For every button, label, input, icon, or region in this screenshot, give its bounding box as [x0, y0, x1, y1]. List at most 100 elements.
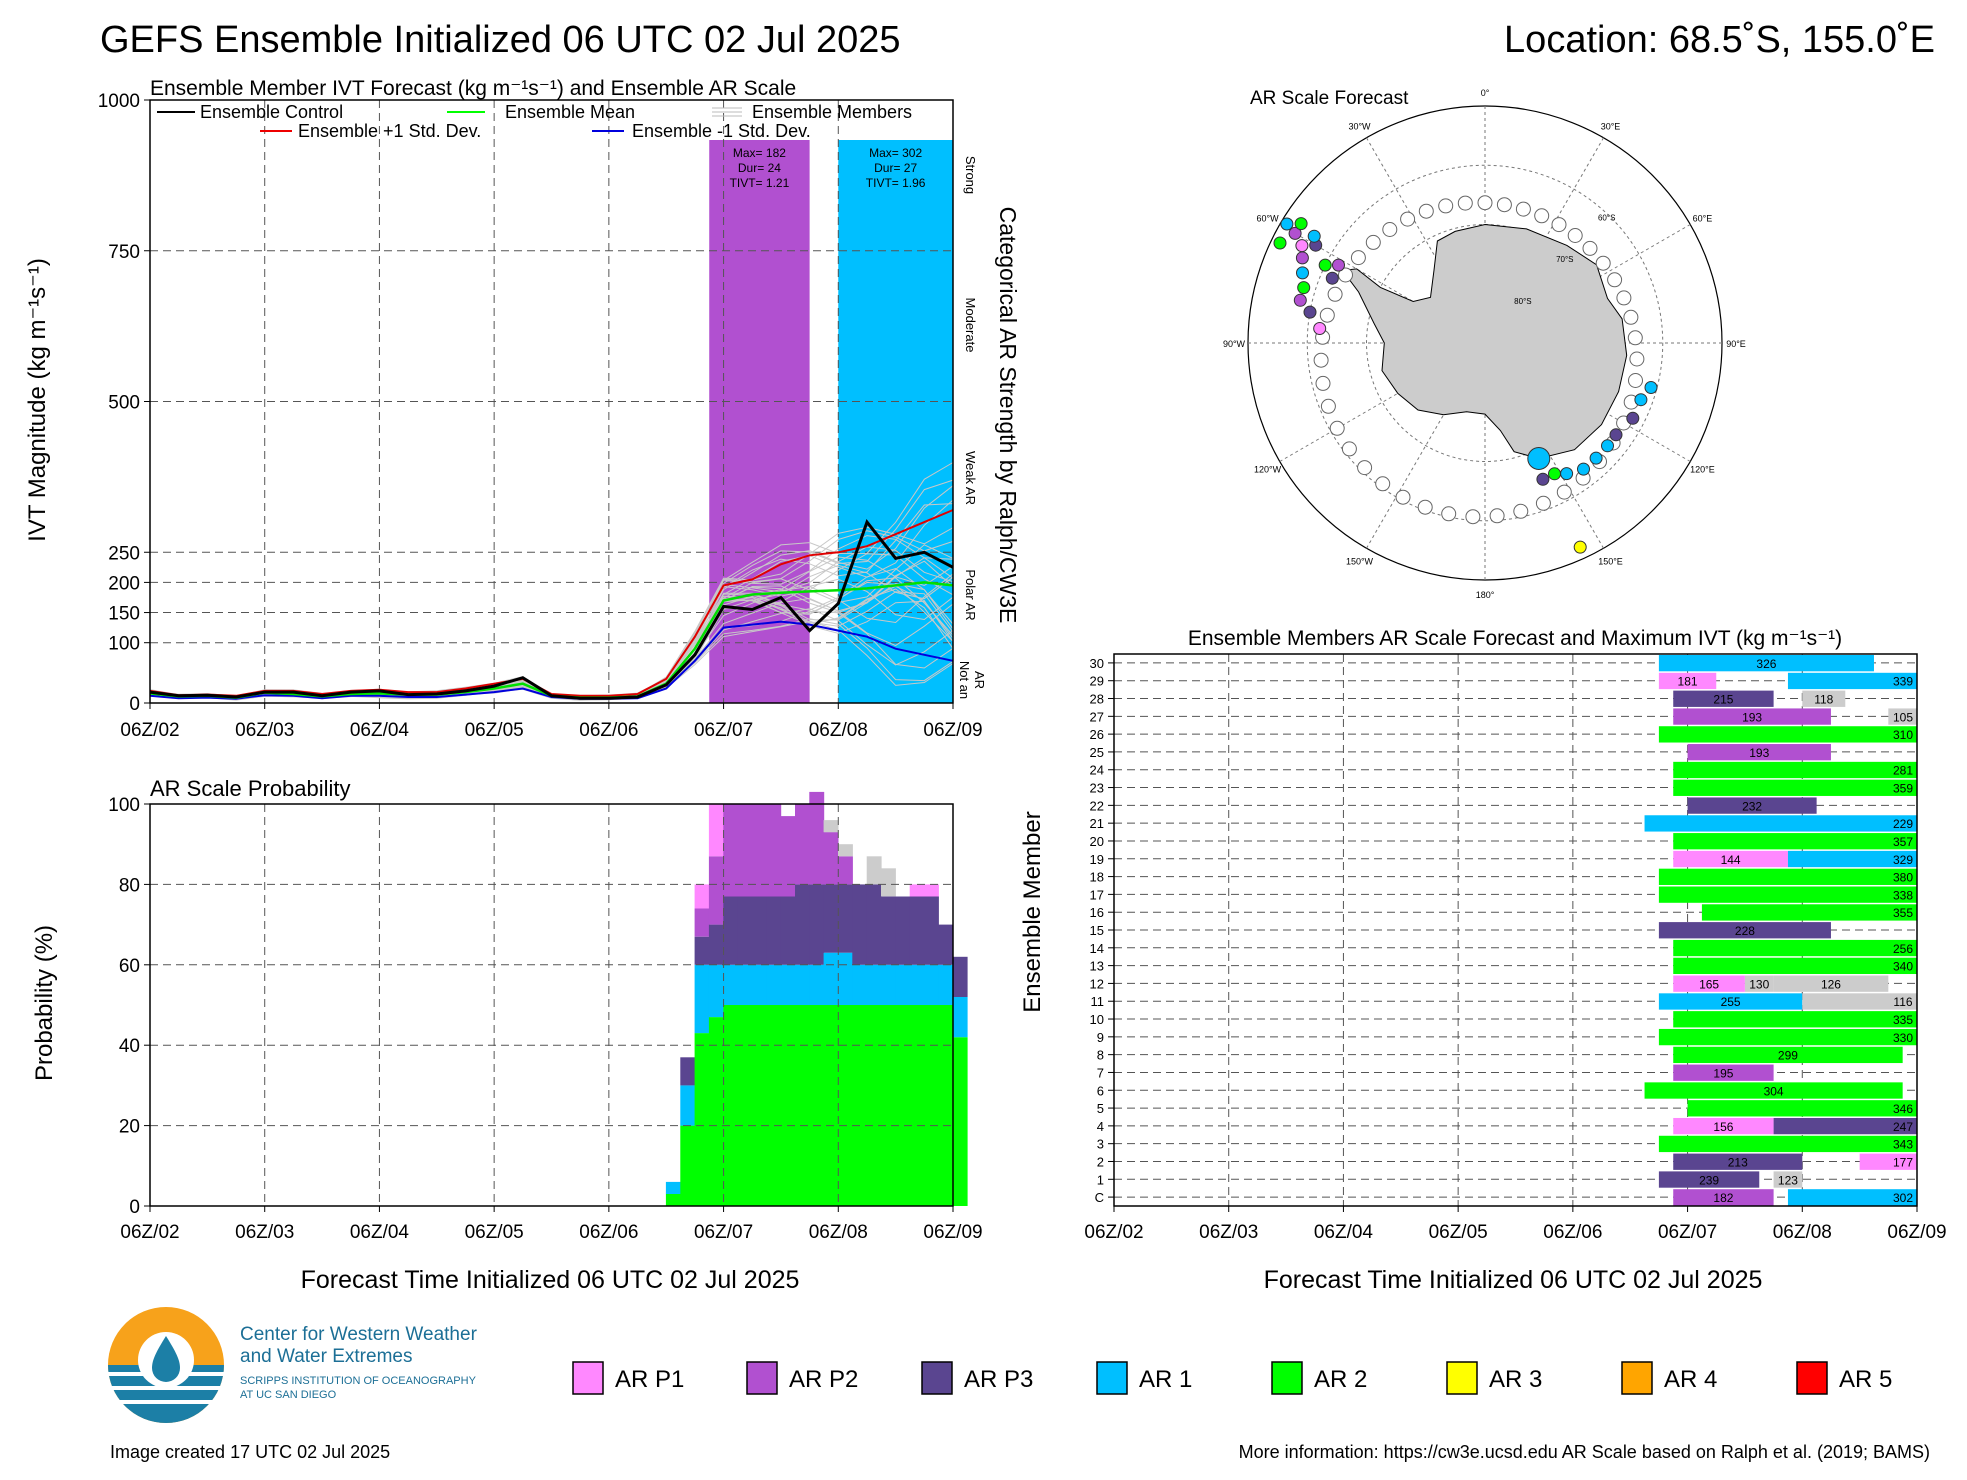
legend-members-swatch [712, 107, 742, 117]
map-ar-marker-2 [1589, 451, 1603, 465]
probability-bar-ar-p2-132 [780, 816, 796, 897]
map-location-marker-96 [1629, 351, 1645, 367]
member-ytick-label-22: 22 [1090, 798, 1104, 813]
member-segment-value-18-0: 380 [1893, 871, 1913, 885]
map-lon-label-1: 30°E [1601, 122, 1621, 132]
member-segment-value-16-0: 355 [1893, 906, 1913, 920]
member-xtick-label-2: 06Z/04 [1314, 1222, 1374, 1243]
map-lon-label-0: 0° [1481, 88, 1490, 98]
member-ytick-label-30: 30 [1090, 656, 1104, 671]
member-segment-11-0 [1658, 993, 1803, 1010]
map-location-marker-192 [1441, 506, 1457, 522]
member-segment-20-0 [1673, 833, 1917, 850]
ivt-ytick-label-150: 150 [108, 604, 140, 625]
map-ar-marker-4 [1560, 467, 1574, 481]
map-ar-marker-18 [1294, 217, 1308, 231]
probability-bar-ar-1-150 [866, 964, 882, 1005]
member-segment-value-29-1: 339 [1893, 675, 1913, 689]
map-lat-label-1: 70°S [1556, 255, 1573, 264]
member-ytick-label-25: 25 [1090, 745, 1104, 760]
member-segment-16-0 [1701, 904, 1917, 921]
probability-bar-ar-p2-135 [795, 804, 810, 885]
member-xtick-label-1: 06Z/03 [1199, 1222, 1258, 1243]
member-segment-21-0 [1644, 815, 1917, 832]
ivt-xtick-label-6: 06Z/08 [809, 720, 868, 741]
logo-line-1: Center for Western Weather [240, 1324, 478, 1345]
member-ytick-label-13: 13 [1090, 959, 1104, 974]
polar-map: 0° 30°E 60°E 90°E 120°E 150°E 180° 150°W 120°W 90… [1223, 88, 1746, 600]
probability-bar-ar-2-126 [752, 1005, 767, 1206]
member-ytick-label-16: 16 [1090, 905, 1104, 920]
probability-stacked-bars [665, 791, 968, 1206]
member-ytick-label-17: 17 [1090, 887, 1104, 902]
member-segment-value-1-1: 123 [1778, 1173, 1798, 1187]
member-segment-value-2-1: 177 [1893, 1155, 1913, 1169]
map-outlying-marker-2 [1280, 217, 1294, 231]
legend-item-ar-p3: AR P3 [921, 1361, 1033, 1395]
member-segment-value-15-0: 228 [1735, 924, 1755, 938]
probability-bar-ar-p2-129 [766, 804, 782, 897]
map-location-marker-16 [1515, 201, 1531, 217]
member-segment-value-27-0: 193 [1742, 710, 1762, 724]
map-location-marker-208 [1395, 489, 1411, 505]
member-segment-30-0 [1658, 655, 1874, 672]
ar-category-label-4: Not an AR [957, 661, 987, 699]
ar-probability-panel: AR Scale Probability 0 20 40 60 80 100 06Z/02… [31, 776, 983, 1294]
member-segment-value-24-0: 281 [1893, 764, 1913, 778]
member-y-axis-label: Ensemble Member [1019, 811, 1046, 1012]
map-location-marker-200 [1417, 499, 1433, 515]
probability-frame-rect [149, 803, 954, 1207]
logo-water-icon [108, 1365, 224, 1423]
legend-item-ar-p2: AR P2 [746, 1361, 858, 1395]
member-row-7: 195 [1673, 1064, 1774, 1081]
probability-bar-ar-1-162 [924, 964, 939, 1005]
member-row-17: 338 [1658, 886, 1917, 903]
member-segment-value-13-0: 340 [1893, 960, 1913, 974]
member-segment-value-14-0: 256 [1893, 942, 1913, 956]
map-location-marker-24 [1534, 208, 1550, 224]
map-location-marker-0 [1477, 195, 1493, 211]
probability-axes-frame [149, 803, 954, 1207]
probability-bar-ar-1-165 [938, 964, 954, 1005]
map-ar-marker-10 [1313, 322, 1327, 335]
probability-bar-ar-p1-114 [694, 884, 710, 909]
member-ytick-label-14: 14 [1090, 941, 1104, 956]
member-segment-28-0 [1673, 690, 1774, 707]
member-xtick-label-4: 06Z/06 [1543, 1222, 1602, 1243]
map-ar-marker-8 [1634, 393, 1648, 407]
map-lon-label-6: 180° [1476, 590, 1495, 600]
member-segment-2-0 [1673, 1153, 1803, 1170]
ar-category-legend: AR P1 AR P2 AR P3 AR 1 AR 2 AR 3 AR 4 AR 5 [572, 1361, 1892, 1395]
ivt-ytick-label-0: 0 [129, 694, 140, 715]
cw3e-logo: Center for Western Weather and Water Ext… [108, 1307, 478, 1423]
map-location-marker-40 [1567, 228, 1583, 243]
member-segment-5-0 [1687, 1100, 1917, 1117]
map-location-marker-336 [1418, 203, 1434, 219]
member-row-29: 181 339 [1658, 672, 1917, 690]
probability-bar-ar-1-114 [694, 964, 710, 1034]
legend-item-ar-p1: AR P1 [572, 1361, 684, 1395]
probability-bar-ar-p2-126 [752, 804, 767, 897]
member-segment-value-29-0: 181 [1678, 675, 1698, 689]
legend-minus-label: Ensemble -1 Std. Dev. [632, 121, 811, 141]
map-ar-marker-11 [1303, 305, 1317, 319]
member-row-23: 359 [1673, 779, 1917, 796]
map-ar-marker-7 [1644, 381, 1658, 394]
ivt-xtick-label-3: 06Z/05 [465, 720, 524, 741]
member-ytick-label-29: 29 [1090, 674, 1104, 689]
map-location-marker-352 [1457, 195, 1473, 211]
ivt-xtick-label-1: 06Z/03 [235, 720, 294, 741]
map-location-marker-8 [1496, 197, 1512, 213]
probability-xtick-label-3: 06Z/05 [465, 1222, 524, 1243]
member-segment-value-11-0: 255 [1721, 995, 1741, 1009]
member-segment-value-10-0: 335 [1893, 1013, 1913, 1027]
member-segment-10-0 [1673, 1011, 1917, 1028]
ar-event-dur-2: Dur= 27 [874, 161, 917, 175]
member-ytick-label-C: C [1095, 1190, 1104, 1205]
probability-bar-ar-1-141 [823, 952, 839, 1005]
member-row-14: 256 [1673, 939, 1917, 957]
member-segment-value-1-0: 239 [1699, 1173, 1719, 1187]
probability-ytick-label-40: 40 [119, 1036, 140, 1057]
map-lon-label-9: 90°W [1223, 339, 1246, 349]
